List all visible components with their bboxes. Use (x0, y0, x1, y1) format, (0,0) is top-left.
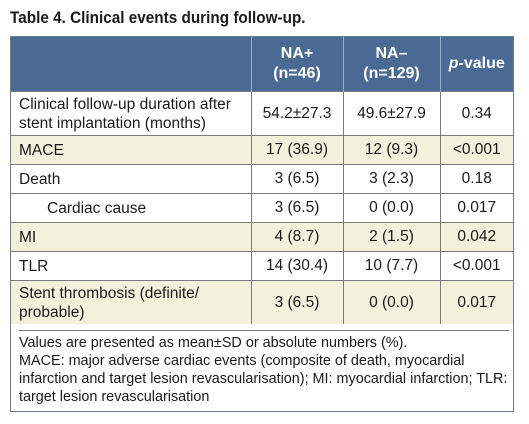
header-na-negative: NA– (n=129) (342, 37, 440, 92)
cell-na-positive: 3 (6.5) (250, 280, 343, 324)
clinical-events-table: NA+ (n=46) NA– (n=129) p-value Clinical … (10, 36, 514, 412)
table-row: Cardiac cause 3 (6.5) 0 (0.0) 0.017 (11, 193, 513, 223)
header-na-negative-name: NA– (375, 45, 408, 62)
table-row: Death 3 (6.5) 3 (2.3) 0.18 (11, 164, 513, 194)
cell-p-value: 0.34 (439, 91, 513, 136)
row-label: Clinical follow-up duration after stent … (11, 91, 251, 136)
cell-na-negative: 49.6±27.9 (342, 91, 440, 136)
cell-na-positive: 3 (6.5) (250, 164, 343, 194)
cell-na-positive: 3 (6.5) (250, 193, 343, 223)
header-na-positive-name: NA+ (280, 45, 314, 62)
cell-na-negative: 2 (1.5) (342, 222, 440, 252)
header-p-value: p-value (439, 37, 513, 92)
header-na-negative-n: (n=129) (363, 65, 420, 82)
row-label: MI (11, 222, 251, 252)
row-label: TLR (11, 251, 251, 281)
cell-na-positive: 54.2±27.3 (250, 91, 343, 136)
cell-na-positive: 4 (8.7) (250, 222, 343, 252)
header-label-cell (11, 37, 251, 92)
table-row: Stent thrombosis (definite/ probable) 3 … (11, 280, 513, 324)
footnote-abbreviations: MACE: major adverse cardiac events (comp… (19, 353, 508, 405)
table-row: MI 4 (8.7) 2 (1.5) 0.042 (11, 222, 513, 252)
header-row: NA+ (n=46) NA– (n=129) p-value (11, 37, 513, 92)
cell-na-positive: 14 (30.4) (250, 251, 343, 281)
cell-na-positive: 17 (36.9) (250, 135, 343, 165)
cell-p-value: 0.017 (439, 280, 513, 324)
row-label: Stent thrombosis (definite/ probable) (11, 280, 251, 324)
cell-p-value: <0.001 (439, 135, 513, 165)
row-label: Cardiac cause (11, 193, 251, 223)
cell-na-negative: 10 (7.7) (342, 251, 440, 281)
table-title: Table 4. Clinical events during follow-u… (10, 8, 306, 27)
cell-na-negative: 12 (9.3) (342, 135, 440, 165)
cell-p-value: 0.042 (439, 222, 513, 252)
header-na-positive: NA+ (n=46) (250, 37, 343, 92)
cell-p-value: <0.001 (439, 251, 513, 281)
footnote-values-note: Values are presented as mean±SD or absol… (19, 335, 408, 351)
table-row: TLR 14 (30.4) 10 (7.7) <0.001 (11, 251, 513, 281)
row-label: Death (11, 164, 251, 194)
cell-na-negative: 0 (0.0) (342, 280, 440, 324)
header-na-positive-n: (n=46) (273, 65, 321, 82)
header-p-suffix: -value (458, 55, 505, 72)
cell-p-value: 0.18 (439, 164, 513, 194)
table-row: MACE 17 (36.9) 12 (9.3) <0.001 (11, 135, 513, 165)
cell-na-negative: 0 (0.0) (342, 193, 440, 223)
row-label: MACE (11, 135, 251, 165)
cell-na-negative: 3 (2.3) (342, 164, 440, 194)
table-row: Clinical follow-up duration after stent … (11, 91, 513, 136)
cell-p-value: 0.017 (439, 193, 513, 223)
header-p-italic: p (448, 55, 459, 72)
table-footnote: Values are presented as mean±SD or absol… (19, 330, 509, 406)
